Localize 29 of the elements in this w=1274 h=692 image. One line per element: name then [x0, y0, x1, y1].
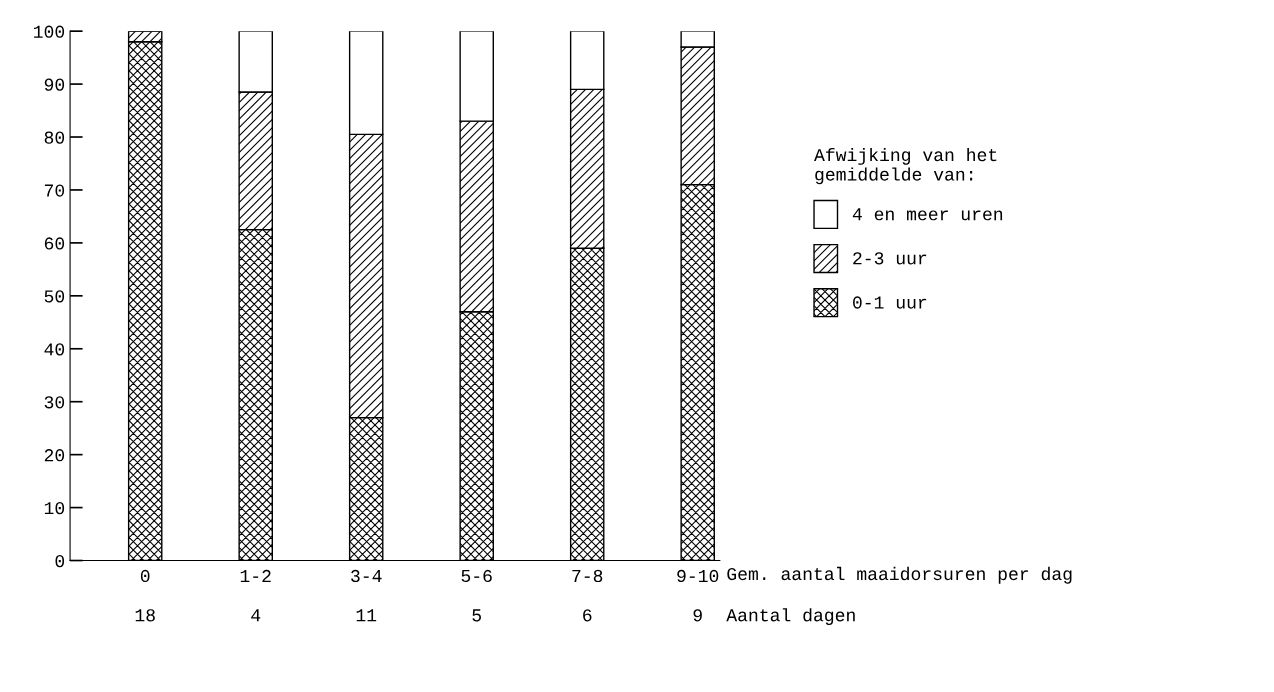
- y-tick-label: 70: [44, 184, 65, 197]
- x-tick-label: 9-10: [677, 569, 719, 583]
- y-tick-label: 60: [44, 237, 65, 250]
- legend-label: 4 en meer uren: [852, 208, 1003, 221]
- x-tick-label: 0: [140, 569, 150, 583]
- text: 18: [135, 609, 155, 622]
- y-tick-label: 10: [44, 502, 65, 515]
- x-axis-title: Gem. aantal maaidorsuren per dag: [727, 566, 1072, 584]
- text: 4: [251, 609, 261, 622]
- y-tick-label: 0: [55, 554, 65, 568]
- legend-label: 2-3 uur: [853, 252, 927, 265]
- text: 6: [583, 609, 592, 622]
- y-tick-label: 40: [44, 343, 65, 356]
- y-tick-label: 100: [34, 25, 65, 38]
- y-tick-label: 90: [44, 78, 65, 91]
- y-tick-label: 50: [44, 290, 65, 303]
- x-tick-label: 1-2: [240, 569, 271, 582]
- text: 11: [356, 609, 377, 622]
- legend-label: 0-1 uur: [853, 296, 927, 309]
- x-tick-label: 3-4: [351, 569, 382, 583]
- text: 9: [693, 609, 702, 622]
- x-tick-label: 7-8: [572, 569, 603, 583]
- text: Aantal dagen: [726, 608, 855, 625]
- y-tick-label: 30: [44, 396, 65, 409]
- text: 5: [472, 609, 481, 622]
- legend-title: Afwijking van het gemiddelde van:: [814, 147, 997, 185]
- y-tick-label: 20: [44, 449, 65, 462]
- x-tick-label: 5-6: [461, 569, 492, 583]
- y-tick-label: 80: [44, 131, 65, 144]
